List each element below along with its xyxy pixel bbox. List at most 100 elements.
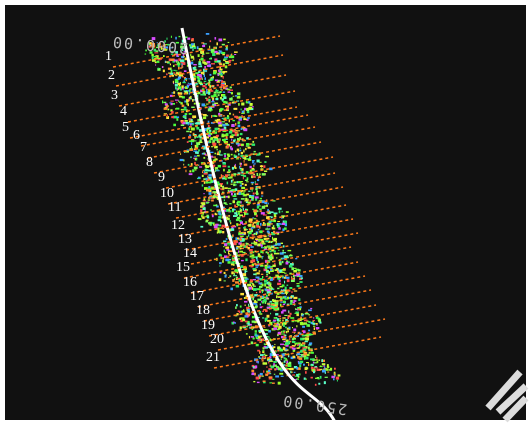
cloud-point xyxy=(202,171,203,173)
cloud-point xyxy=(273,300,276,302)
cloud-point xyxy=(259,351,260,354)
cloud-point xyxy=(279,373,283,375)
cloud-point xyxy=(291,372,293,373)
cloud-point xyxy=(299,281,302,283)
cloud-point xyxy=(199,59,200,61)
cloud-point xyxy=(219,151,221,154)
cloud-point xyxy=(205,220,208,222)
cloud-point xyxy=(261,336,262,338)
cloud-point xyxy=(209,86,211,88)
cloud-point xyxy=(208,174,211,177)
cloud-point xyxy=(231,148,233,151)
cloud-point xyxy=(279,324,280,326)
cloud-point xyxy=(300,322,303,325)
cloud-point xyxy=(253,193,255,195)
cloud-point xyxy=(248,232,251,234)
cloud-point xyxy=(263,165,265,168)
cloud-point xyxy=(185,170,186,173)
cloud-point xyxy=(229,220,231,222)
cloud-point xyxy=(235,123,236,126)
cloud-point xyxy=(195,169,197,170)
cloud-point xyxy=(216,42,218,45)
cloud-point xyxy=(282,261,284,263)
cloud-point xyxy=(175,87,176,90)
cloud-point xyxy=(205,87,207,89)
cloud-point xyxy=(184,70,187,72)
cloud-point xyxy=(306,379,307,380)
cloud-point xyxy=(204,198,206,200)
cloud-point xyxy=(282,223,285,225)
cloud-point xyxy=(215,128,219,130)
cloud-point xyxy=(283,245,285,247)
cloud-point xyxy=(236,304,238,306)
cloud-point xyxy=(246,271,247,272)
cloud-point xyxy=(250,255,252,257)
cloud-point xyxy=(194,156,197,157)
cloud-point xyxy=(306,335,310,337)
cloud-point xyxy=(272,345,273,347)
cloud-point xyxy=(333,378,335,380)
cloud-point xyxy=(197,76,200,78)
cloud-point xyxy=(239,137,241,139)
cloud-point xyxy=(252,224,254,227)
cloud-point xyxy=(240,208,242,210)
cloud-point xyxy=(246,243,248,245)
cloud-point xyxy=(200,48,203,50)
cloud-point xyxy=(193,64,197,65)
cloud-point xyxy=(181,102,183,104)
cloud-point xyxy=(254,209,258,212)
cloud-point xyxy=(234,322,236,324)
cloud-point xyxy=(234,182,237,184)
cloud-point xyxy=(268,330,271,332)
cloud-point xyxy=(199,142,203,143)
cloud-point xyxy=(230,136,234,138)
cloud-point xyxy=(176,70,178,71)
cloud-point xyxy=(220,185,222,188)
cloud-point xyxy=(253,171,254,174)
cloud-point xyxy=(240,236,244,237)
cloud-point xyxy=(265,347,268,348)
cloud-point xyxy=(240,163,241,165)
cloud-point xyxy=(287,330,289,332)
cloud-point xyxy=(282,320,283,322)
cloud-point xyxy=(277,253,280,255)
cloud-point xyxy=(271,241,273,243)
cloud-point xyxy=(181,88,184,89)
cloud-point xyxy=(296,325,297,327)
cloud-point xyxy=(273,361,277,363)
cloud-point xyxy=(304,352,308,353)
cloud-point xyxy=(318,378,320,379)
cloud-point xyxy=(221,80,223,83)
cloud-point xyxy=(188,123,189,126)
cloud-point xyxy=(236,219,240,221)
cloud-point xyxy=(268,255,269,257)
cloud-point xyxy=(280,349,284,352)
cloud-point xyxy=(233,200,236,203)
cloud-point xyxy=(248,202,251,204)
cloud-point xyxy=(176,72,178,74)
cloud-point xyxy=(260,235,262,238)
cloud-point xyxy=(189,135,191,136)
cloud-point xyxy=(266,251,268,253)
cloud-point xyxy=(249,244,252,246)
cloud-point xyxy=(319,322,321,324)
cloud-point xyxy=(215,58,216,61)
cloud-point xyxy=(205,70,207,72)
cloud-point xyxy=(241,152,243,154)
cloud-point xyxy=(275,216,277,217)
cloud-point xyxy=(277,346,280,349)
cloud-point xyxy=(299,275,302,277)
cloud-point xyxy=(268,235,269,237)
cloud-point xyxy=(201,58,204,61)
cloud-point xyxy=(235,306,237,309)
cloud-point xyxy=(211,49,215,52)
cloud-point xyxy=(245,155,248,156)
cloud-point xyxy=(256,273,257,276)
cloud-point xyxy=(277,221,280,222)
cloud-point xyxy=(222,165,226,167)
cloud-point xyxy=(254,151,256,153)
cloud-point xyxy=(278,316,281,318)
cloud-point xyxy=(219,278,222,281)
cloud-point xyxy=(178,65,180,67)
cloud-point xyxy=(195,68,196,69)
